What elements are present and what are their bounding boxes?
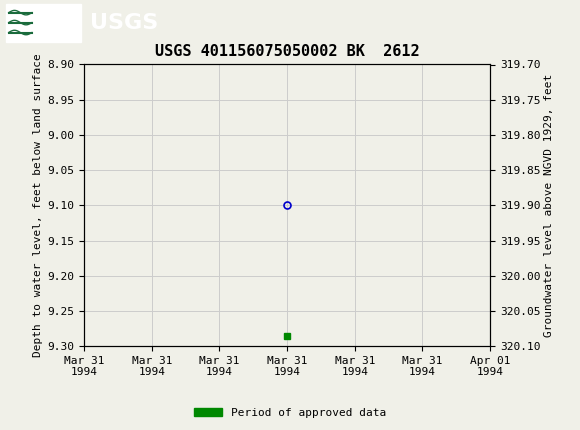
Text: USGS: USGS	[90, 12, 158, 33]
Y-axis label: Groundwater level above NGVD 1929, feet: Groundwater level above NGVD 1929, feet	[545, 74, 554, 337]
Title: USGS 401156075050002 BK  2612: USGS 401156075050002 BK 2612	[155, 44, 419, 59]
Legend: Period of approved data: Period of approved data	[190, 403, 390, 422]
Y-axis label: Depth to water level, feet below land surface: Depth to water level, feet below land su…	[33, 53, 44, 357]
Bar	[6, 3, 81, 42]
